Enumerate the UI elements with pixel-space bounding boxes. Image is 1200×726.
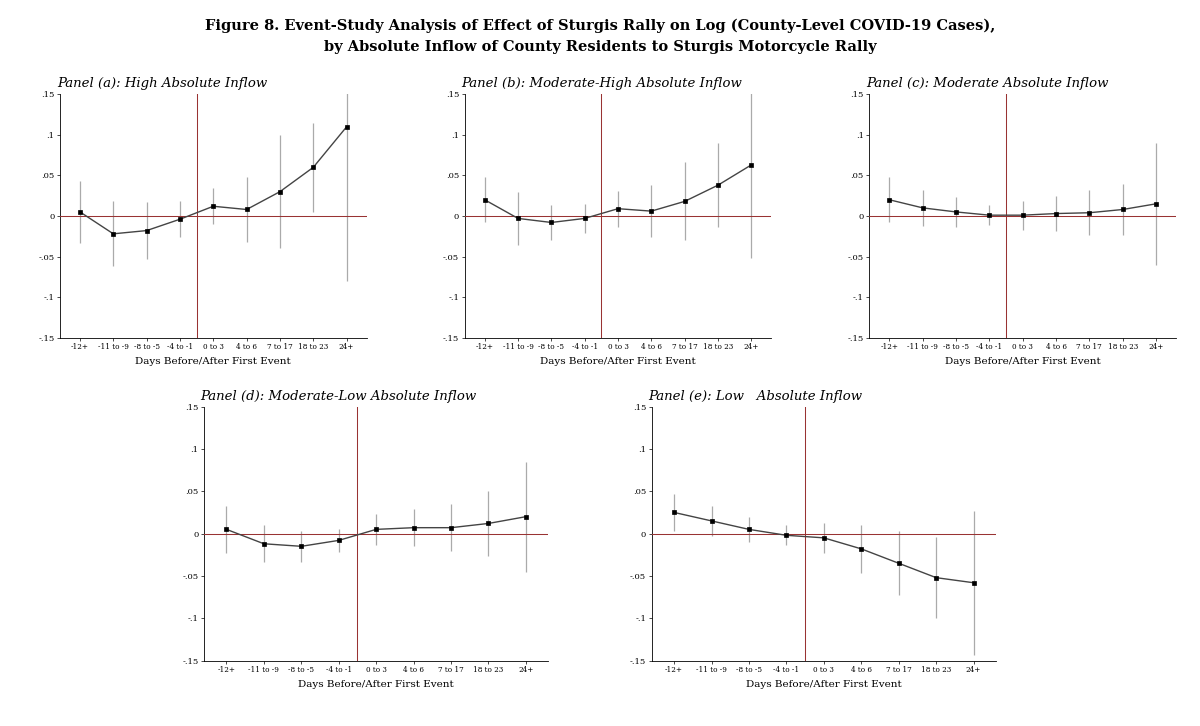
Text: Panel (c): Moderate Absolute Inflow: Panel (c): Moderate Absolute Inflow <box>866 78 1109 91</box>
Text: Figure 8. Event-Study Analysis of Effect of Sturgis Rally on Log (County-Level C: Figure 8. Event-Study Analysis of Effect… <box>205 18 995 33</box>
Text: Panel (d): Moderate-Low Absolute Inflow: Panel (d): Moderate-Low Absolute Inflow <box>200 390 476 403</box>
X-axis label: Days Before/After First Event: Days Before/After First Event <box>136 356 292 366</box>
Text: Panel (e): Low   Absolute Inflow: Panel (e): Low Absolute Inflow <box>648 390 863 403</box>
Text: by Absolute Inflow of County Residents to Sturgis Motorcycle Rally: by Absolute Inflow of County Residents t… <box>324 40 876 54</box>
X-axis label: Days Before/After First Event: Days Before/After First Event <box>540 356 696 366</box>
X-axis label: Days Before/After First Event: Days Before/After First Event <box>746 680 901 689</box>
Text: Panel (a): High Absolute Inflow: Panel (a): High Absolute Inflow <box>56 78 268 91</box>
X-axis label: Days Before/After First Event: Days Before/After First Event <box>944 356 1100 366</box>
Text: Panel (b): Moderate-High Absolute Inflow: Panel (b): Moderate-High Absolute Inflow <box>462 78 743 91</box>
X-axis label: Days Before/After First Event: Days Before/After First Event <box>299 680 454 689</box>
